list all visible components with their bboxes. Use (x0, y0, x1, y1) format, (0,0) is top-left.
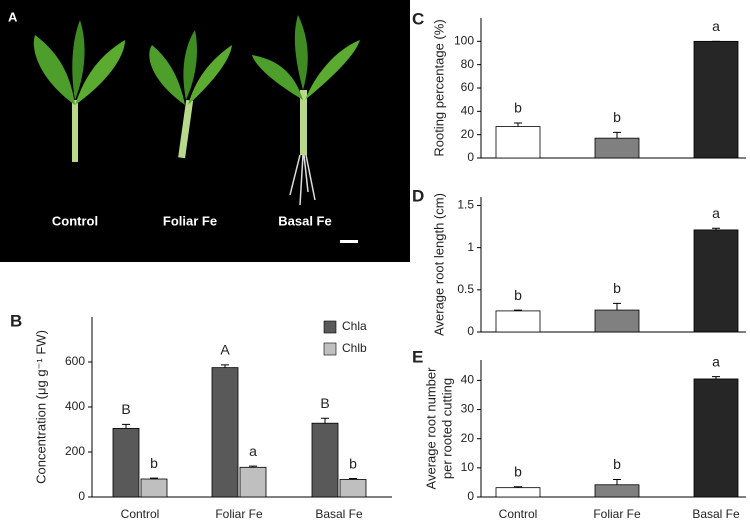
significance-letter: a (712, 18, 720, 34)
error-bar (613, 131, 621, 139)
error-bar (712, 376, 720, 379)
y-tick-label: 0.5 (457, 282, 474, 296)
bar (140, 478, 168, 498)
y-tick-label: 0 (467, 324, 474, 338)
significance-letter: b (514, 100, 522, 116)
error-bar (321, 417, 329, 424)
y-tick-label: 0 (78, 489, 85, 503)
y-tick-label: 30 (461, 402, 475, 416)
plant-illustrations (33, 15, 360, 243)
significance-letter: a (712, 353, 720, 369)
y-tick-label: 20 (461, 431, 475, 445)
photo-caption: Basal Fe (278, 213, 331, 228)
photo-caption: Control (52, 213, 98, 228)
x-tick-label: Foliar Fe (215, 507, 263, 521)
bar (211, 367, 239, 498)
bar (495, 126, 541, 159)
x-tick-label: Foliar Fe (593, 507, 641, 521)
y-axis-label: Concentration (μg g⁻¹ FW) (33, 330, 48, 484)
y-tick-label: 400 (65, 399, 85, 413)
y-tick-label: 40 (461, 373, 475, 387)
bar (495, 310, 541, 333)
photo-background (0, 0, 410, 262)
significance-letter: A (220, 342, 230, 358)
bar (693, 40, 739, 159)
photo-caption: Foliar Fe (163, 213, 217, 228)
bar (239, 466, 267, 498)
error-bar (249, 465, 257, 468)
x-tick-label: Basal Fe (315, 507, 363, 521)
panel-label: E (412, 347, 423, 366)
panel-label: D (412, 186, 424, 205)
significance-letter: B (121, 401, 130, 417)
significance-letter: b (613, 280, 621, 296)
significance-letter: b (514, 464, 522, 480)
y-tick-label: 40 (461, 104, 475, 118)
significance-letter: a (712, 205, 720, 221)
y-tick-label: 10 (461, 460, 475, 474)
bar (594, 137, 640, 159)
y-tick-label: 20 (461, 127, 475, 141)
y-tick-label: 60 (461, 80, 475, 94)
legend-swatch (323, 342, 337, 356)
y-tick-label: 100 (454, 34, 474, 48)
legend-label: Chla (342, 319, 367, 333)
y-tick-label: 0 (467, 489, 474, 503)
x-tick-label: Basal Fe (692, 507, 740, 521)
error-bar (150, 477, 158, 479)
x-tick-label: Control (499, 507, 538, 521)
bar (693, 229, 739, 333)
significance-letter: b (613, 456, 621, 472)
bar (311, 422, 339, 498)
error-bar (613, 479, 621, 485)
y-tick-label: 1.5 (457, 198, 474, 212)
y-tick-label: 0 (467, 150, 474, 164)
error-bar (613, 302, 621, 311)
significance-letter: a (249, 443, 257, 459)
bar (594, 309, 640, 333)
significance-letter: b (613, 109, 621, 125)
y-tick-label: 600 (65, 354, 85, 368)
significance-letter: b (349, 455, 357, 471)
error-bar (514, 486, 522, 488)
y-axis-label: Average root number (423, 367, 438, 490)
error-bar (349, 478, 357, 480)
y-tick-label: 80 (461, 57, 475, 71)
y-tick-label: 200 (65, 444, 85, 458)
legend-label: Chlb (342, 341, 367, 355)
error-bar (122, 423, 130, 429)
panel-label: A (8, 9, 18, 24)
bar (339, 479, 367, 498)
error-bar (514, 309, 522, 311)
error-bar (221, 364, 229, 368)
bar (112, 427, 140, 498)
y-tick-label: 1 (467, 240, 474, 254)
x-tick-label: Control (121, 507, 160, 521)
panel-label: C (412, 9, 424, 28)
panel-label: B (10, 311, 22, 330)
bar (693, 378, 739, 498)
legend-swatch (323, 320, 337, 334)
significance-letter: B (320, 395, 329, 411)
bar (594, 484, 640, 498)
error-bar (514, 122, 522, 127)
y-axis-label: per rooted cutting (439, 378, 454, 479)
bar (495, 487, 541, 498)
significance-letter: b (514, 287, 522, 303)
significance-letter: b (150, 455, 158, 471)
error-bar (712, 227, 720, 230)
y-axis-label: Average root length (cm) (431, 193, 446, 336)
y-axis-label: Rooting percentage (%) (431, 19, 446, 156)
